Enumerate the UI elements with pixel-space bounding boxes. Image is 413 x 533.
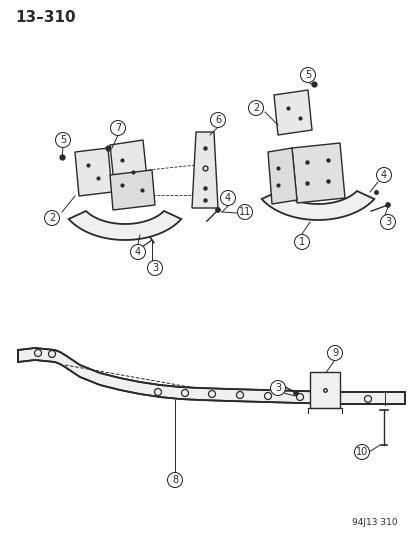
Circle shape bbox=[385, 203, 389, 207]
Text: 9: 9 bbox=[331, 348, 337, 358]
Polygon shape bbox=[273, 90, 311, 135]
Text: 7: 7 bbox=[114, 123, 121, 133]
Circle shape bbox=[55, 133, 70, 148]
Text: 2: 2 bbox=[49, 213, 55, 223]
Polygon shape bbox=[69, 211, 181, 240]
Text: 3: 3 bbox=[384, 217, 390, 227]
Circle shape bbox=[375, 167, 391, 182]
Circle shape bbox=[300, 68, 315, 83]
Polygon shape bbox=[110, 140, 147, 193]
Text: 4: 4 bbox=[135, 247, 141, 257]
Circle shape bbox=[354, 445, 369, 459]
Circle shape bbox=[294, 235, 309, 249]
Text: 1: 1 bbox=[298, 237, 304, 247]
Circle shape bbox=[270, 381, 285, 395]
Text: 10: 10 bbox=[355, 447, 367, 457]
Circle shape bbox=[130, 245, 145, 260]
Text: 5: 5 bbox=[304, 70, 311, 80]
Text: 13–310: 13–310 bbox=[15, 11, 76, 26]
Circle shape bbox=[237, 205, 252, 220]
Text: 8: 8 bbox=[171, 475, 178, 485]
Polygon shape bbox=[267, 148, 296, 204]
Polygon shape bbox=[110, 170, 154, 210]
Circle shape bbox=[248, 101, 263, 116]
Polygon shape bbox=[291, 143, 344, 203]
Text: 3: 3 bbox=[152, 263, 158, 273]
Text: 3: 3 bbox=[274, 383, 280, 393]
Circle shape bbox=[167, 472, 182, 488]
Text: 5: 5 bbox=[60, 135, 66, 145]
Text: 11: 11 bbox=[238, 207, 251, 217]
Text: 6: 6 bbox=[214, 115, 221, 125]
Circle shape bbox=[380, 214, 394, 230]
Circle shape bbox=[110, 120, 125, 135]
Circle shape bbox=[220, 190, 235, 206]
Circle shape bbox=[147, 261, 162, 276]
Circle shape bbox=[210, 112, 225, 127]
Circle shape bbox=[293, 391, 298, 395]
Polygon shape bbox=[261, 191, 373, 220]
Text: 4: 4 bbox=[224, 193, 230, 203]
Text: 4: 4 bbox=[380, 170, 386, 180]
Polygon shape bbox=[75, 148, 112, 196]
Text: 2: 2 bbox=[252, 103, 259, 113]
Polygon shape bbox=[18, 348, 404, 404]
Polygon shape bbox=[309, 372, 339, 408]
Polygon shape bbox=[192, 132, 218, 208]
Text: 94J13 310: 94J13 310 bbox=[351, 518, 397, 527]
Circle shape bbox=[215, 207, 220, 213]
Circle shape bbox=[327, 345, 342, 360]
Circle shape bbox=[44, 211, 59, 225]
